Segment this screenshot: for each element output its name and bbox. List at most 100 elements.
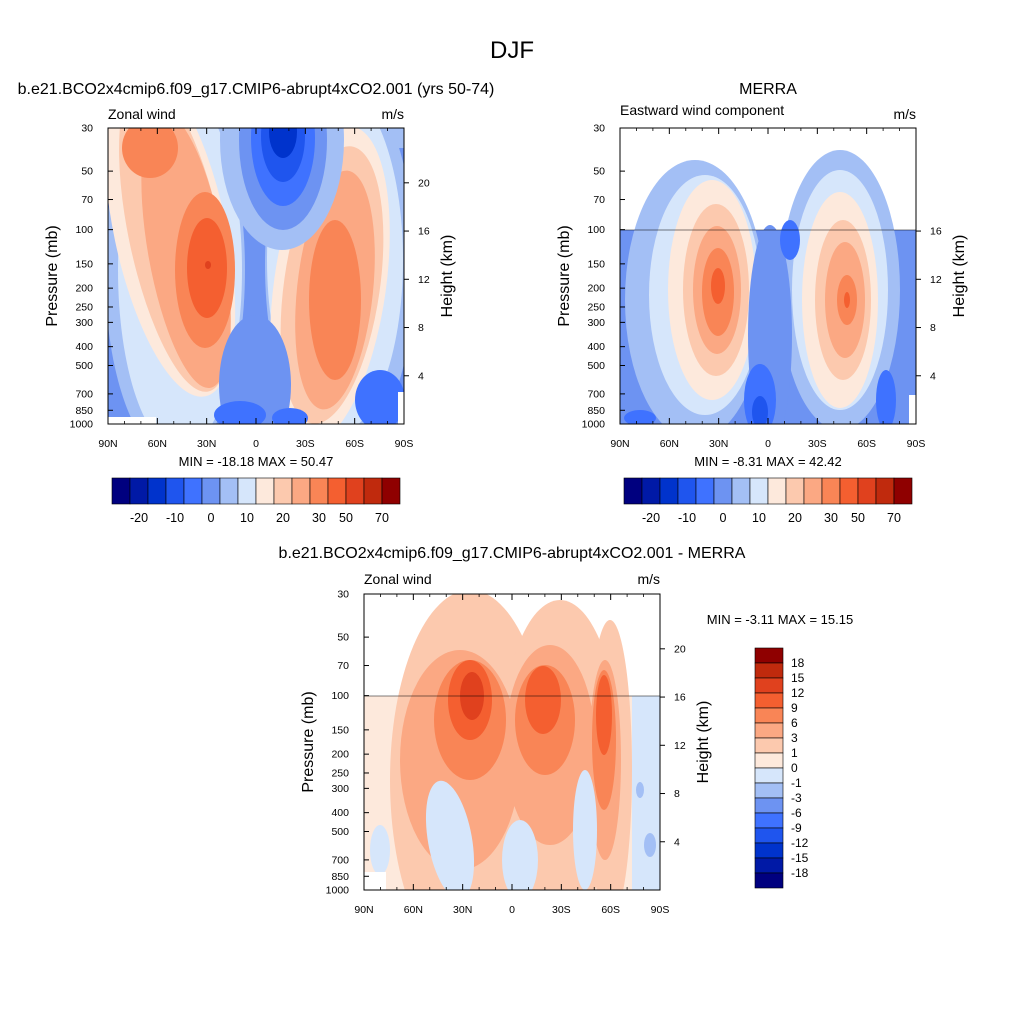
pressure-tick-label: 100 — [331, 690, 349, 702]
pressure-tick-label: 150 — [331, 724, 349, 736]
colorbar-box — [754, 857, 784, 874]
colorbar-label: 0 — [791, 761, 798, 775]
colorbar-label: 20 — [788, 511, 802, 525]
colorbar-box — [201, 477, 221, 505]
colorbar-label: -12 — [791, 836, 809, 850]
colorbar-box — [754, 677, 784, 694]
colorbar-label: 30 — [312, 511, 326, 525]
panel-obs-ylabel-right: Height (km) — [951, 235, 968, 318]
lat-tick-label: 90S — [907, 438, 926, 450]
pressure-tick-label: 150 — [75, 258, 93, 270]
colorbar-box — [754, 872, 784, 889]
colorbar-box — [659, 477, 679, 505]
height-tick-label: 8 — [674, 788, 680, 800]
height-tick-label: 20 — [418, 177, 430, 189]
colorbar-label: 50 — [339, 511, 353, 525]
pressure-tick-label: 1000 — [326, 885, 350, 897]
pressure-tick-label: 850 — [331, 871, 349, 883]
colorbar-label: -9 — [791, 821, 802, 835]
pressure-tick-label: 700 — [75, 388, 93, 400]
colorbar-box — [754, 782, 784, 799]
height-tick-label: 12 — [674, 740, 686, 752]
colorbar-box — [754, 692, 784, 709]
panel-model-ylabel-right: Height (km) — [439, 235, 456, 318]
lat-tick-label: 30N — [709, 438, 728, 450]
colorbar-label: 6 — [791, 716, 798, 730]
lat-tick-label: 30S — [808, 438, 827, 450]
colorbar-label: 20 — [276, 511, 290, 525]
lat-tick-label: 60N — [660, 438, 679, 450]
lat-tick-label: 90N — [610, 438, 629, 450]
panel-diff-left-label: Zonal wind — [364, 571, 432, 587]
panel-obs-field — [620, 150, 916, 424]
pressure-tick-label: 250 — [587, 301, 605, 313]
lat-tick-label: 30N — [453, 904, 472, 916]
colorbar-box — [754, 842, 784, 859]
lat-tick-label: 60S — [857, 438, 876, 450]
colorbar-label: -6 — [791, 806, 802, 820]
panel-diff-ylabel-right: Height (km) — [695, 701, 712, 784]
colorbar-box — [754, 797, 784, 814]
colorbar-box — [273, 477, 293, 505]
panel-obs-title: MERRA — [739, 81, 797, 98]
colorbar-label: -1 — [791, 776, 802, 790]
panel-obs-left-label: Eastward wind component — [620, 102, 784, 118]
panel-obs-axes: 30 50 70 100 150 200 250 300 400 500 700 850 1000 90N… — [582, 123, 942, 451]
colorbar-box — [713, 477, 733, 505]
colorbar-box — [623, 477, 643, 505]
lat-tick-label: 30N — [197, 438, 216, 450]
pressure-tick-label: 700 — [331, 854, 349, 866]
colorbar-box — [749, 477, 769, 505]
height-tick-label: 4 — [418, 370, 424, 382]
panel-diff-stats: MIN = -3.11 MAX = 15.15 — [707, 612, 853, 627]
panel-obs-ylabel: Pressure (mb) — [556, 225, 573, 326]
colorbar-box — [345, 477, 365, 505]
colorbar-label: -10 — [678, 511, 696, 525]
lat-tick-label: 0 — [765, 438, 771, 450]
lat-tick-label: 90N — [98, 438, 117, 450]
height-tick-label: 8 — [930, 322, 936, 334]
colorbar-box — [219, 477, 239, 505]
colorbar-box — [839, 477, 859, 505]
panel-obs-units: m/s — [893, 106, 916, 122]
lat-tick-label: 0 — [253, 438, 259, 450]
colorbar-box — [381, 477, 401, 505]
panel-obs-colorbar: -20 -10 0 10 20 30 50 70 — [623, 477, 913, 525]
lat-tick-label: 90S — [651, 904, 670, 916]
colorbar-box — [129, 477, 149, 505]
colorbar-box — [754, 647, 784, 664]
colorbar-box — [363, 477, 383, 505]
pressure-tick-label: 70 — [337, 660, 349, 672]
lat-tick-label: 60N — [404, 904, 423, 916]
height-tick-label: 12 — [930, 274, 942, 286]
colorbar-label: -20 — [642, 511, 660, 525]
height-tick-label: 12 — [418, 274, 430, 286]
panel-diff-ylabel: Pressure (mb) — [300, 691, 317, 792]
pressure-tick-label: 250 — [75, 301, 93, 313]
panel-model-title: b.e21.BCO2x4cmip6.f09_g17.CMIP6-abrupt4x… — [18, 81, 495, 98]
colorbar-label: 0 — [720, 511, 727, 525]
lat-tick-label: 30S — [296, 438, 315, 450]
colorbar-label: -15 — [791, 851, 809, 865]
pressure-tick-label: 1000 — [582, 419, 606, 431]
pressure-tick-label: 70 — [593, 194, 605, 206]
colorbar-box — [754, 767, 784, 784]
colorbar-box — [731, 477, 751, 505]
lat-tick-label: 60S — [601, 904, 620, 916]
pressure-tick-label: 400 — [331, 807, 349, 819]
colorbar-label: 10 — [240, 511, 254, 525]
pressure-tick-label: 250 — [331, 767, 349, 779]
colorbar-box — [327, 477, 347, 505]
colorbar-label: -20 — [130, 511, 148, 525]
colorbar-box — [255, 477, 275, 505]
pressure-tick-label: 850 — [75, 405, 93, 417]
panel-diff-units: m/s — [637, 571, 660, 587]
height-tick-label: 16 — [418, 226, 430, 238]
pressure-tick-label: 30 — [81, 123, 93, 135]
colorbar-label: 3 — [791, 731, 798, 745]
lat-tick-label: 60N — [148, 438, 167, 450]
colorbar-box — [754, 827, 784, 844]
colorbar-box — [893, 477, 913, 505]
panel-model: b.e21.BCO2x4cmip6.f09_g17.CMIP6-abrupt4x… — [18, 81, 495, 525]
